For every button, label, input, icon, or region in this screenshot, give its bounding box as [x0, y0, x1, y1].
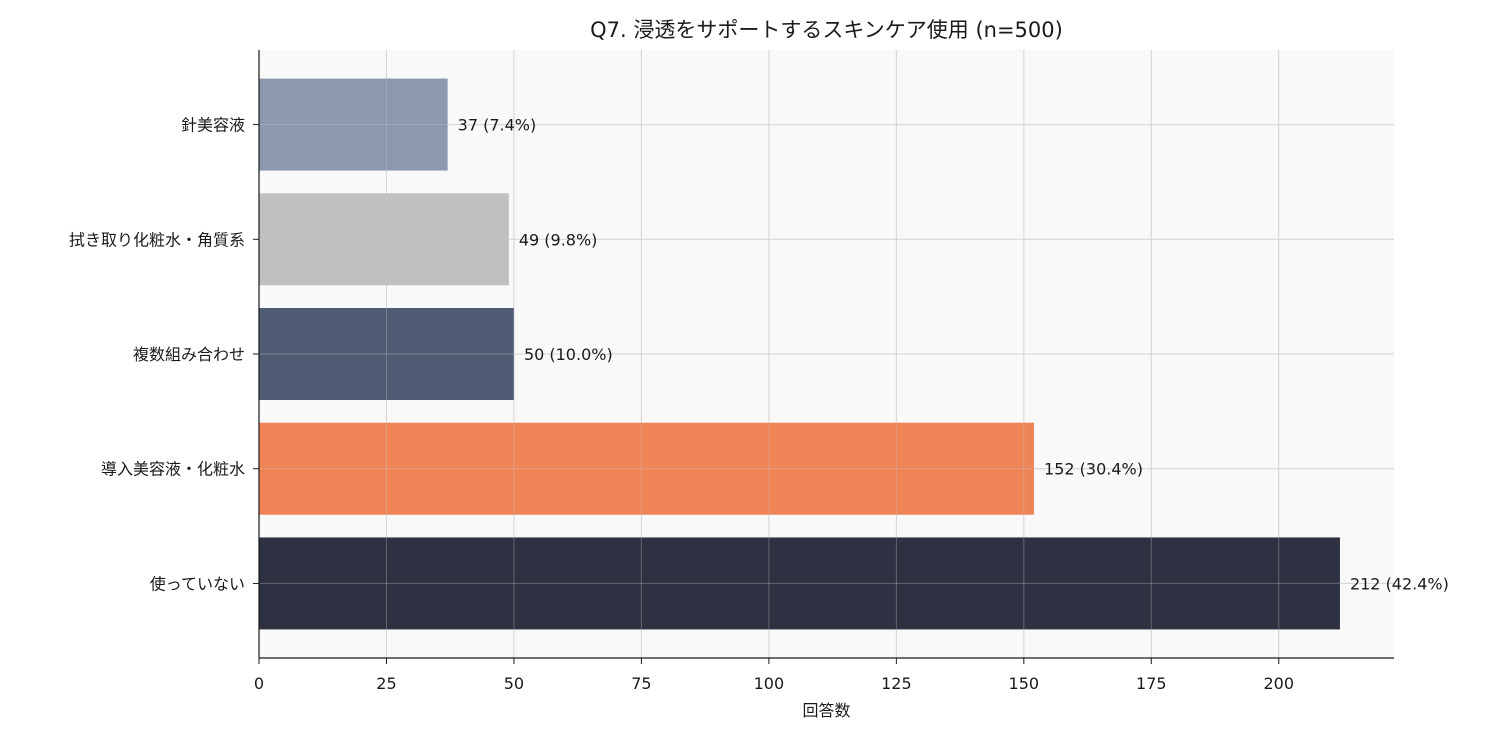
- bars: [258, 50, 1394, 658]
- data-label: 37 (7.4%): [458, 116, 537, 135]
- data-label: 50 (10.0%): [524, 345, 613, 364]
- x-tick-label: 100: [754, 674, 785, 693]
- x-tick-label: 175: [1136, 674, 1167, 693]
- bar: [259, 537, 1340, 630]
- category-label: 針美容液: [181, 116, 245, 135]
- data-label: 212 (42.4%): [1350, 574, 1449, 593]
- category-label: 使っていない: [150, 574, 245, 593]
- x-tick-label: 50: [504, 674, 524, 693]
- labels: 0 25 50 75 100 125 150 175 200 針美容液 37 (7.4%) 拭き取り化…: [69, 116, 1449, 693]
- bar: [259, 193, 509, 286]
- data-label: 49 (9.8%): [519, 230, 598, 249]
- x-tick-label: 150: [1009, 674, 1040, 693]
- bar: [259, 78, 448, 171]
- category-label: 導入美容液・化粧水: [101, 460, 245, 479]
- axes: [253, 50, 1394, 664]
- chart-title: Q7. 浸透をサポートするスキンケア使用 (n=500): [590, 18, 1063, 42]
- data-label: 152 (30.4%): [1044, 460, 1143, 479]
- category-label: 複数組み合わせ: [133, 345, 245, 364]
- x-tick-label: 0: [254, 674, 264, 693]
- x-tick-label: 25: [376, 674, 396, 693]
- x-tick-label: 75: [631, 674, 651, 693]
- category-label: 拭き取り化粧水・角質系: [69, 230, 245, 249]
- bar: [259, 308, 514, 400]
- x-axis-label: 回答数: [802, 701, 850, 720]
- bar: [259, 422, 1035, 515]
- x-tick-label: 125: [881, 674, 912, 693]
- x-tick-label: 200: [1263, 674, 1294, 693]
